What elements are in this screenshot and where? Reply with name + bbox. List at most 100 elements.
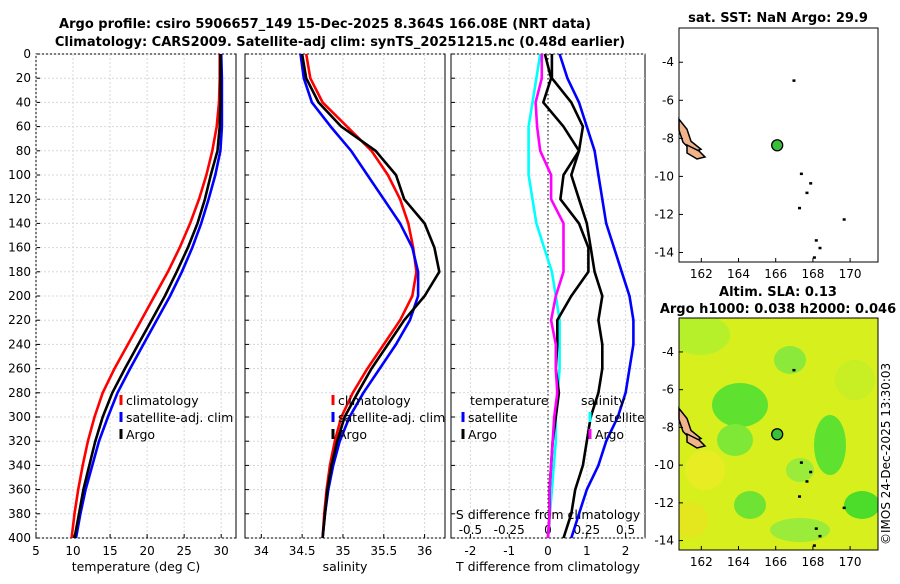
sst-map-xtick-label: 162: [690, 267, 713, 281]
sst-map-islet: [792, 79, 796, 82]
sla-map-ytick-label: -12: [654, 496, 674, 510]
sla-map-ytick-label: -8: [662, 420, 674, 434]
difference-profile-xlabel: T difference from climatology: [455, 559, 641, 574]
salinity-profile-xtick-label: 34.5: [289, 544, 316, 558]
sla-map-xtick-label: 164: [727, 555, 750, 569]
sla-map-anomaly-patch: [844, 491, 878, 519]
difference-profile-xtick-label: -1: [503, 544, 515, 558]
salinity-profile-line-argo: [300, 53, 441, 539]
sst-map-islet: [798, 206, 802, 210]
depth-tick-label: 400: [8, 531, 31, 545]
sst-map-argo-marker: [771, 139, 784, 152]
sla-map-xtick-label: 166: [764, 555, 787, 569]
depth-tick-label: 0: [23, 47, 31, 61]
sla-map-anomaly-patch: [712, 383, 768, 427]
difference-profile-line-salinity: [534, 54, 565, 539]
salinity-profile-xtick-label: 35: [335, 544, 350, 558]
sla-map-islet: [812, 544, 816, 547]
sla-map-islet: [814, 527, 818, 530]
sla-map-island-coast: [686, 432, 707, 449]
sla-map-title: Altim. SLA: 0.13: [719, 285, 837, 300]
sla-map-anomaly-patch: [717, 424, 753, 456]
sla-map-anomaly-patch: [734, 491, 766, 519]
sla-map-ytick-label: -14: [654, 534, 674, 548]
depth-tick-label: 180: [8, 265, 31, 279]
salinity-profile-xlabel: salinity: [323, 559, 368, 574]
depth-tick-label: 220: [8, 313, 31, 327]
depth-tick-label: 200: [8, 289, 31, 303]
depth-tick-label: 120: [8, 192, 31, 206]
depth-tick-label: 140: [8, 216, 31, 230]
depth-tick-label: 160: [8, 241, 31, 255]
sla-map-subtitle: Argo h1000: 0.038 h2000: 0.046: [660, 302, 896, 317]
temperature-profile-xtick-label: 10: [65, 544, 80, 558]
sla-map-anomaly-patch: [679, 318, 730, 355]
depth-tick-label: 300: [8, 410, 31, 424]
depth-tick-label: 240: [8, 337, 31, 351]
sst-map-islet: [809, 182, 813, 185]
sst-map-islet: [818, 246, 822, 250]
sla-map-islet: [805, 480, 809, 483]
sla-map-anomaly-patch: [786, 458, 814, 482]
difference-profile-xtick-label: -2: [464, 544, 476, 558]
sla-map-anomaly-patch: [770, 518, 830, 542]
depth-tick-label: 280: [8, 386, 31, 400]
salinity-profile-xtick-label: 36: [417, 544, 432, 558]
depth-tick-label: 360: [8, 483, 31, 497]
difference-profile-legend-header-left: temperature: [470, 393, 549, 408]
sla-map-ytick-label: -4: [662, 345, 674, 359]
difference-profile-line-temperature-argo: [550, 54, 604, 539]
sst-map-islet: [805, 191, 809, 195]
sla-map-islet: [809, 470, 813, 474]
sst-map-xtick-label: 164: [727, 267, 750, 281]
imos-timestamp: ©IMOS 24-Dec-2025 13:30:03: [879, 362, 893, 545]
salinity-profile-line-satellite-adj-clim: [299, 53, 420, 539]
sla-map-anomaly-patch: [835, 360, 875, 400]
temperature-profile-xlabel: temperature (deg C): [72, 559, 201, 574]
depth-tick-label: 60: [16, 120, 31, 134]
sst-map-ytick-label: -10: [654, 169, 674, 183]
difference-profile-right-legend-label: satellite: [595, 410, 645, 425]
sst-map-ytick-label: -4: [662, 55, 674, 69]
depth-tick-label: 340: [8, 458, 31, 472]
sst-map-islet: [812, 256, 816, 259]
depth-tick-label: 260: [8, 362, 31, 376]
sst-map-ytick-label: -14: [654, 245, 674, 259]
salinity-profile-legend-label: climatology: [338, 393, 411, 408]
sla-map-anomaly-patch: [679, 502, 708, 538]
sst-map-ytick-label: -12: [654, 207, 674, 221]
difference-profile-left-legend-label: Argo: [468, 427, 497, 442]
salinity-profile-legend-label: Argo: [338, 427, 367, 442]
sla-map-islet: [798, 495, 802, 498]
sst-map-xtick-label: 166: [764, 267, 787, 281]
depth-tick-label: 20: [16, 71, 31, 85]
difference-profile-left-legend-label: satellite: [468, 410, 518, 425]
sla-map-anomaly-patch: [774, 346, 806, 374]
depth-tick-label: 100: [8, 168, 31, 182]
depth-tick-label: 80: [16, 144, 31, 158]
salinity-profile-legend-label: satellite-adj. clim: [338, 410, 445, 425]
depth-tick-label: 380: [8, 507, 31, 521]
temperature-profile-line-satellite-adj-clim: [74, 53, 224, 539]
sla-map-islet: [842, 506, 846, 510]
sst-map-xtick-label: 168: [801, 267, 824, 281]
sla-map-islet: [792, 368, 796, 372]
salinity-profile-xtick-label: 34: [254, 544, 269, 558]
difference-profile-s-tick-label: 0.5: [616, 523, 635, 537]
temperature-profile-line-climatology: [70, 54, 221, 539]
difference-profile-xtick-label: 1: [583, 544, 591, 558]
sla-map-argo-marker: [771, 428, 784, 441]
sst-map-island-coast: [686, 143, 707, 160]
salinity-profile-line-climatology: [304, 53, 418, 539]
temperature-profile-xtick-label: 30: [214, 544, 229, 558]
difference-profile-xtick-label: 2: [622, 544, 630, 558]
difference-profile-right-legend-label: Argo: [595, 427, 624, 442]
sst-map-islet: [814, 239, 818, 242]
sla-map-frame: [678, 317, 879, 551]
difference-profile-legend-header-right: salinity: [581, 393, 626, 408]
temperature-profile-xtick-label: 5: [32, 544, 40, 558]
sst-map-title: sat. SST: NaN Argo: 29.9: [688, 11, 868, 26]
temperature-profile-xtick-label: 20: [139, 544, 154, 558]
